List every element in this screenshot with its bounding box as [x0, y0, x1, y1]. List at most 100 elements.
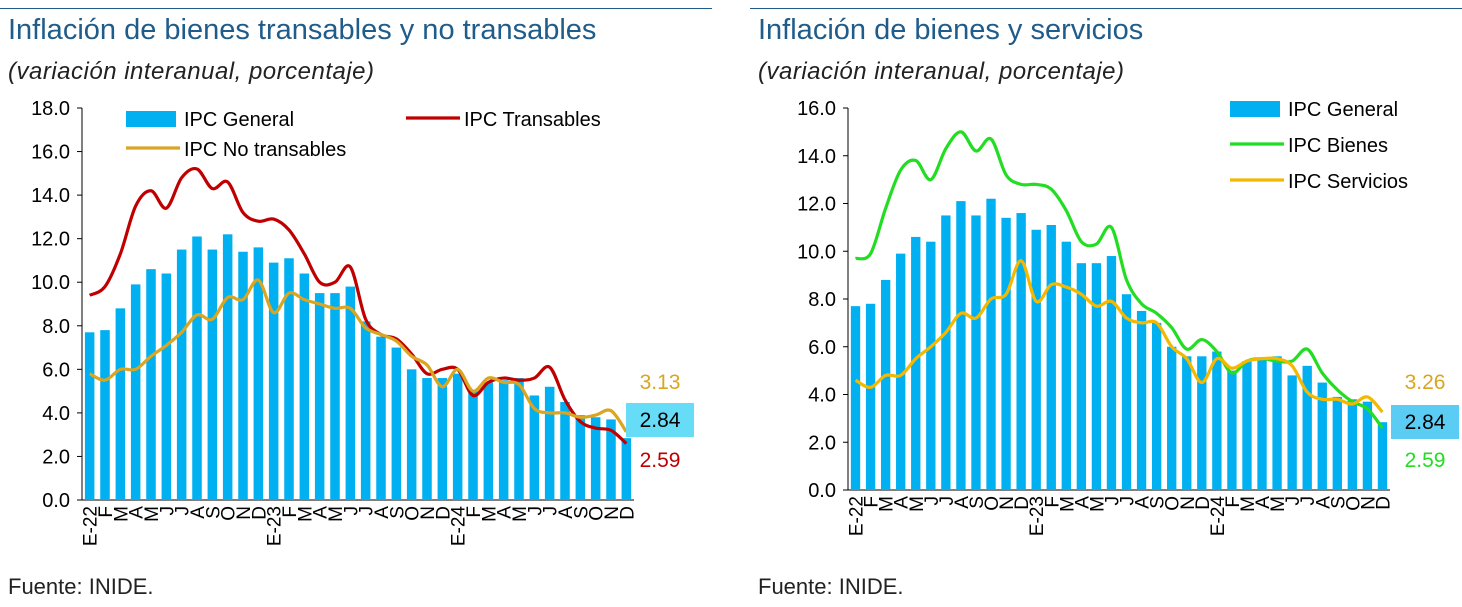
x-tick-label: F	[96, 506, 117, 518]
x-tick-label: E-24	[1208, 496, 1229, 537]
y-tick-label: 10.0	[31, 272, 70, 294]
x-tick-label: M	[142, 506, 163, 522]
x-tick-label: A	[1133, 496, 1154, 509]
x-tick-label: E-24	[449, 506, 470, 547]
y-tick-label: 16.0	[797, 98, 836, 120]
bar	[590, 417, 601, 500]
chart-panel-transables: Inflación de bienes transables y no tran…	[0, 0, 712, 607]
x-tick-label: A	[1072, 496, 1093, 509]
bar	[1151, 322, 1162, 490]
chart-panel-bienes-servicios: Inflación de bienes y servicios (variaci…	[750, 0, 1462, 607]
bar	[345, 286, 356, 500]
bar	[222, 234, 233, 501]
bar	[115, 308, 126, 500]
x-tick-label: S	[387, 506, 408, 519]
end-label: 2.59	[640, 449, 681, 472]
x-tick-label: N	[602, 506, 623, 520]
y-tick-label: 6.0	[808, 337, 836, 359]
chart-subtitle: (variación interanual, porcentaje)	[8, 58, 375, 85]
bar	[1362, 401, 1373, 490]
bar	[1076, 263, 1087, 490]
chart-transables: 0.02.04.06.08.010.012.014.016.018.0E-22F…	[31, 98, 694, 547]
top-rule	[750, 8, 1462, 9]
x-tick-label: M	[326, 506, 347, 522]
x-tick-label: A	[556, 506, 577, 519]
bar	[100, 330, 110, 500]
bar	[1046, 224, 1056, 491]
bar	[850, 306, 861, 490]
x-tick-label: M	[907, 496, 928, 512]
x-tick-label: M	[1268, 496, 1289, 512]
chart-title: Inflación de bienes transables y no tran…	[8, 14, 597, 46]
x-tick-label: O	[403, 506, 424, 521]
y-tick-label: 14.0	[31, 185, 70, 207]
x-tick-label: J	[341, 506, 362, 516]
y-tick-label: 10.0	[797, 241, 836, 263]
bar	[1061, 241, 1071, 490]
bar	[1136, 310, 1147, 490]
bar	[529, 395, 540, 500]
bar	[1091, 263, 1102, 490]
x-tick-label: N	[1358, 496, 1379, 510]
bar	[896, 253, 906, 490]
bar	[1317, 382, 1327, 490]
x-tick-label: D	[433, 506, 454, 520]
source-note: Fuente: INIDE.	[8, 574, 154, 599]
x-tick-label: F	[1223, 496, 1244, 508]
bar	[130, 284, 141, 500]
x-tick-label: D	[249, 506, 270, 520]
x-tick-label: A	[1253, 496, 1274, 509]
top-rule	[0, 8, 712, 9]
bar	[1332, 396, 1342, 490]
bar	[1197, 356, 1207, 490]
bar	[1121, 294, 1132, 490]
x-tick-label: E-22	[81, 506, 102, 546]
x-tick-label: J	[541, 506, 562, 516]
x-tick-label: J	[1118, 496, 1139, 506]
x-tick-label: N	[997, 496, 1018, 510]
bar	[621, 438, 632, 500]
bar	[84, 332, 95, 500]
bar	[146, 269, 156, 500]
bar	[1347, 399, 1358, 490]
series-line	[855, 130, 1384, 430]
bar	[926, 241, 936, 490]
y-tick-label: 2.0	[808, 432, 836, 454]
bar	[1016, 213, 1026, 491]
legend-label: IPC General	[184, 109, 294, 131]
bar	[1272, 356, 1282, 490]
legend-label: IPC Transables	[464, 109, 601, 131]
bar	[284, 258, 294, 500]
bar	[956, 201, 966, 491]
chart-subtitle: (variación interanual, porcentaje)	[758, 58, 1125, 85]
x-tick-label: D	[617, 506, 638, 520]
bar	[1182, 356, 1192, 490]
bar	[437, 378, 448, 500]
x-tick-label: N	[418, 506, 439, 520]
x-tick-label: A	[892, 496, 913, 509]
bar	[1302, 365, 1312, 490]
bar	[560, 402, 570, 500]
x-tick-label: O	[982, 496, 1003, 511]
bar	[1106, 256, 1117, 490]
x-tick-label: M	[479, 506, 500, 522]
x-tick-label: O	[1343, 496, 1364, 511]
x-tick-label: A	[127, 506, 148, 519]
x-tick-label: S	[1148, 496, 1169, 509]
x-tick-label: O	[1163, 496, 1184, 511]
bar	[422, 378, 432, 500]
y-tick-label: 0.0	[42, 490, 70, 512]
bar	[911, 236, 921, 490]
x-tick-label: M	[1087, 496, 1108, 512]
legend-label: IPC No transables	[184, 139, 346, 161]
end-label: 2.59	[1405, 449, 1446, 472]
bar	[1212, 351, 1222, 490]
bar	[391, 347, 402, 500]
chart-bienes-servicios: 0.02.04.06.08.010.012.014.016.0E-22FMAMJ…	[797, 98, 1459, 537]
bar	[1287, 375, 1297, 490]
bar	[971, 215, 981, 490]
y-tick-label: 12.0	[797, 194, 836, 216]
end-label: 3.13	[640, 371, 681, 394]
x-tick-label: F	[280, 506, 301, 518]
bar	[360, 321, 371, 500]
